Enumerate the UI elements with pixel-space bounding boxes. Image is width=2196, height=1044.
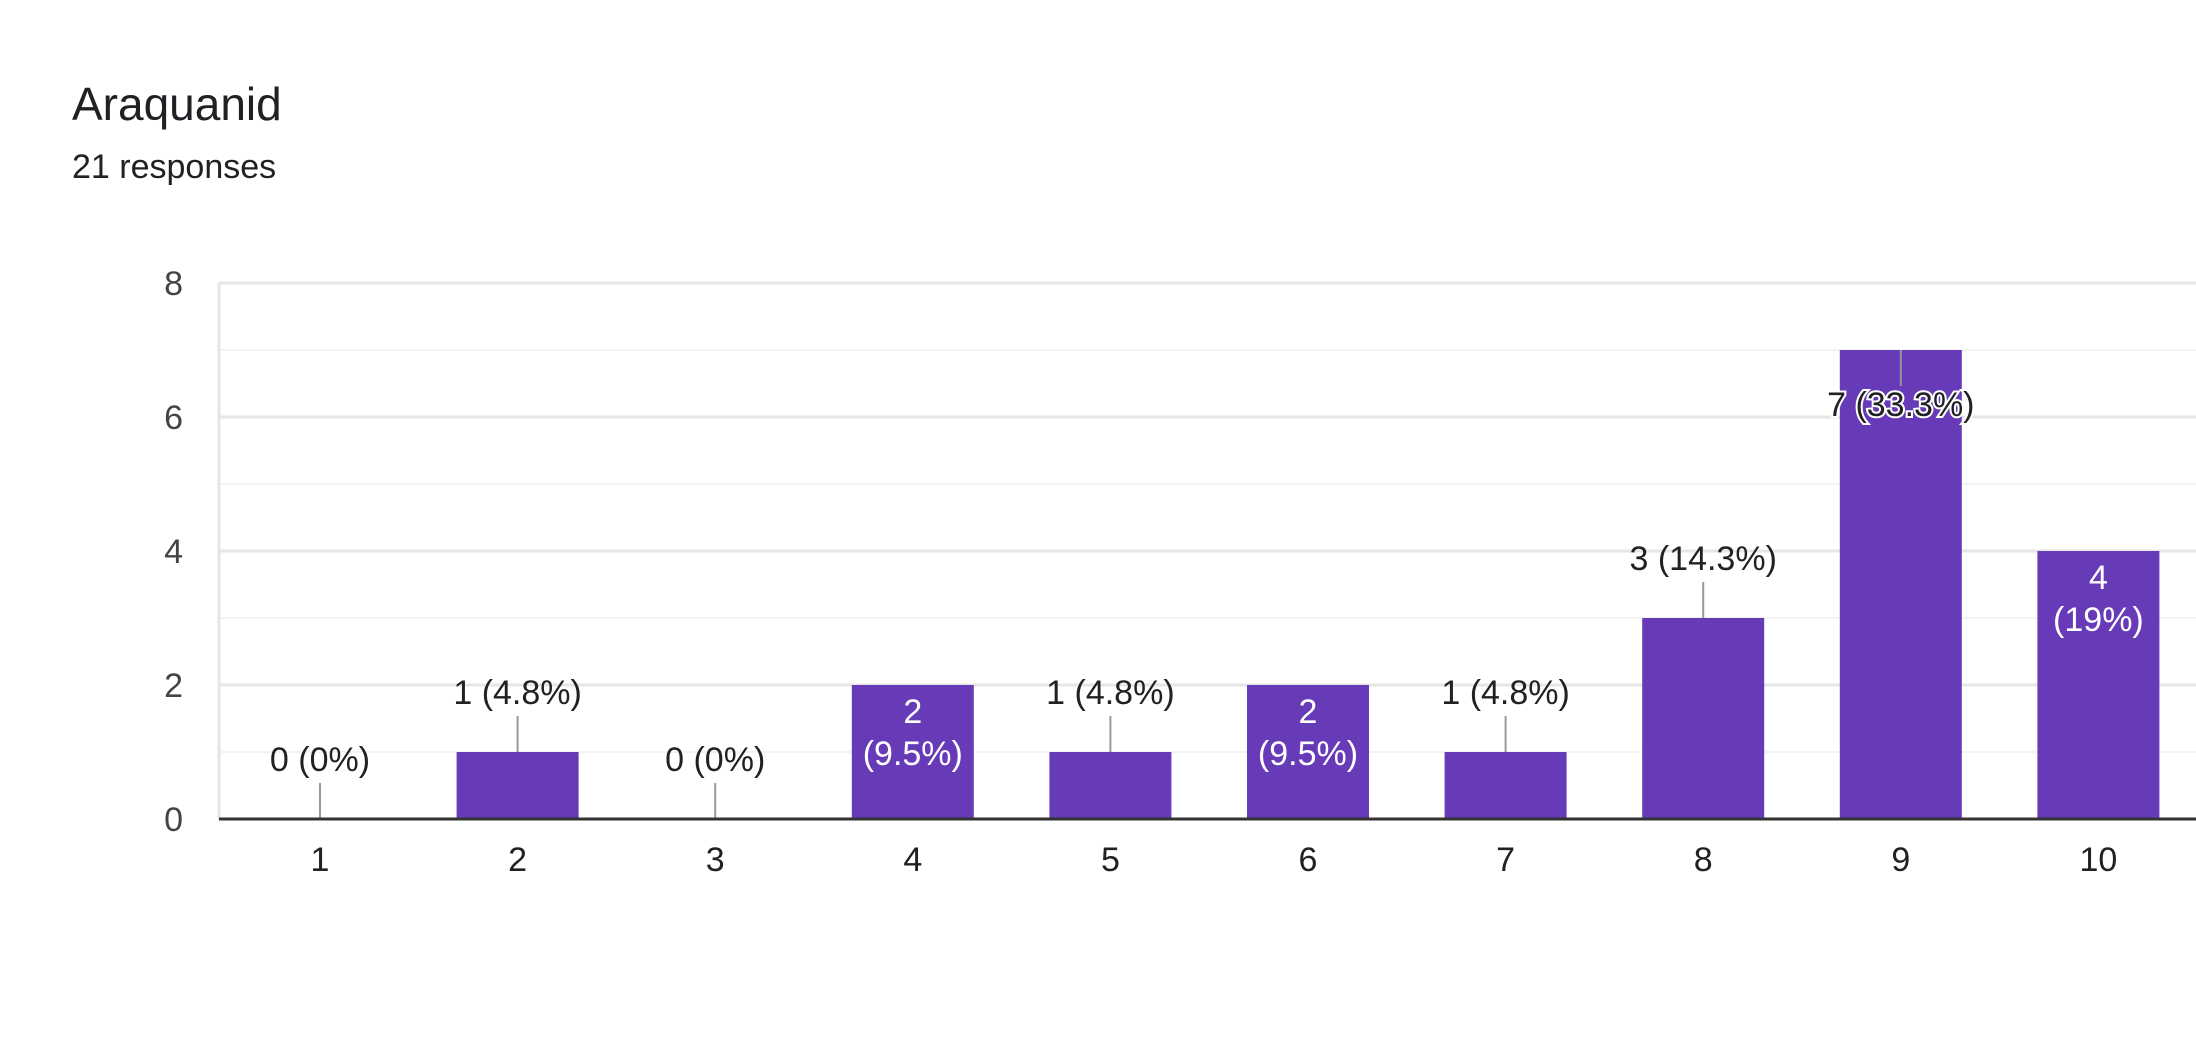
data-label: 0 (0%) xyxy=(270,741,370,779)
chart-title: Araquanid xyxy=(72,78,282,130)
bar xyxy=(2037,551,2160,819)
bar xyxy=(1247,685,1369,819)
data-label: 1 (4.8%) xyxy=(1441,674,1570,712)
x-tick-label: 3 xyxy=(706,841,725,879)
x-tick-label: 5 xyxy=(1101,841,1120,879)
bar xyxy=(1642,618,1765,819)
response-count: 21 responses xyxy=(72,148,277,186)
x-tick-label: 2 xyxy=(508,841,527,879)
bar xyxy=(1049,752,1172,819)
y-tick-label: 4 xyxy=(164,533,183,571)
x-tick-label: 8 xyxy=(1694,841,1713,879)
data-label: 1 (4.8%) xyxy=(1046,674,1175,712)
x-tick-label: 4 xyxy=(903,841,922,879)
data-label: 2 (9.5%) xyxy=(863,693,963,773)
bar xyxy=(851,685,974,819)
y-tick-label: 6 xyxy=(164,399,183,437)
data-label: 4 (19%) xyxy=(2053,559,2144,639)
x-tick-label: 1 xyxy=(311,841,330,879)
y-tick-label: 0 xyxy=(164,801,183,839)
bar xyxy=(1444,752,1567,819)
y-tick-label: 8 xyxy=(164,265,183,303)
x-tick-label: 10 xyxy=(2079,841,2117,879)
x-tick-label: 6 xyxy=(1299,841,1318,879)
bar xyxy=(456,752,579,819)
x-tick-label: 7 xyxy=(1496,841,1515,879)
data-label: 3 (14.3%) xyxy=(1629,540,1776,578)
data-label: 0 (0%) xyxy=(665,741,765,779)
x-tick-label: 9 xyxy=(1891,841,1910,879)
y-tick-label: 2 xyxy=(164,667,183,705)
data-label: 7 (33.3%) xyxy=(1827,386,1974,424)
data-label: 2 (9.5%) xyxy=(1258,693,1358,773)
data-label: 1 (4.8%) xyxy=(453,674,582,712)
bar xyxy=(1839,350,1962,819)
